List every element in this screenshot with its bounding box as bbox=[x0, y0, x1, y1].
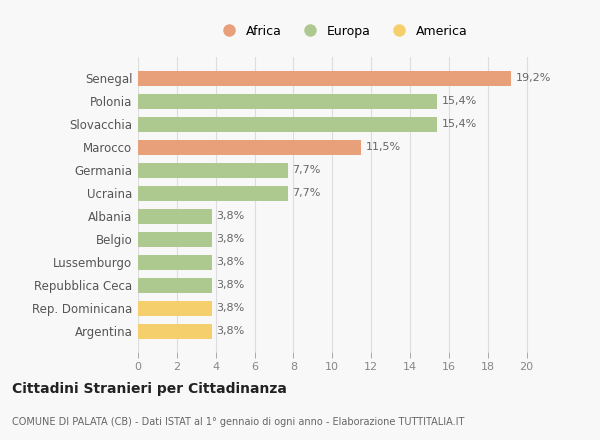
Bar bbox=[138, 278, 212, 293]
Text: 3,8%: 3,8% bbox=[217, 234, 245, 244]
Bar bbox=[138, 324, 212, 339]
Legend: Africa, Europa, America: Africa, Europa, America bbox=[214, 22, 470, 40]
Text: 3,8%: 3,8% bbox=[217, 211, 245, 221]
Text: 15,4%: 15,4% bbox=[442, 96, 478, 106]
Bar bbox=[138, 301, 212, 315]
Bar bbox=[138, 94, 437, 109]
Bar bbox=[138, 117, 437, 132]
Bar bbox=[138, 70, 511, 85]
Text: COMUNE DI PALATA (CB) - Dati ISTAT al 1° gennaio di ogni anno - Elaborazione TUT: COMUNE DI PALATA (CB) - Dati ISTAT al 1°… bbox=[12, 417, 464, 427]
Bar bbox=[138, 139, 361, 154]
Text: 3,8%: 3,8% bbox=[217, 280, 245, 290]
Text: 3,8%: 3,8% bbox=[217, 303, 245, 313]
Text: 7,7%: 7,7% bbox=[292, 188, 321, 198]
Bar bbox=[138, 231, 212, 246]
Text: 19,2%: 19,2% bbox=[516, 73, 551, 83]
Text: 11,5%: 11,5% bbox=[366, 142, 401, 152]
Text: 7,7%: 7,7% bbox=[292, 165, 321, 175]
Text: 15,4%: 15,4% bbox=[442, 119, 478, 129]
Bar bbox=[138, 209, 212, 224]
Bar bbox=[138, 163, 287, 178]
Text: 3,8%: 3,8% bbox=[217, 257, 245, 267]
Bar bbox=[138, 186, 287, 201]
Bar bbox=[138, 255, 212, 270]
Text: Cittadini Stranieri per Cittadinanza: Cittadini Stranieri per Cittadinanza bbox=[12, 382, 287, 396]
Text: 3,8%: 3,8% bbox=[217, 326, 245, 336]
